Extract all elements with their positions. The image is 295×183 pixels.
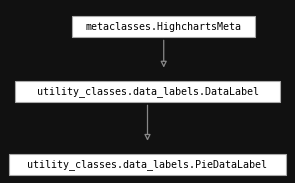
Text: utility_classes.data_labels.PieDataLabel: utility_classes.data_labels.PieDataLabel [27,159,268,170]
FancyBboxPatch shape [15,81,280,102]
FancyBboxPatch shape [72,16,255,37]
FancyBboxPatch shape [9,154,286,175]
Text: utility_classes.data_labels.DataLabel: utility_classes.data_labels.DataLabel [37,86,258,97]
Text: metaclasses.HighchartsMeta: metaclasses.HighchartsMeta [86,22,242,31]
